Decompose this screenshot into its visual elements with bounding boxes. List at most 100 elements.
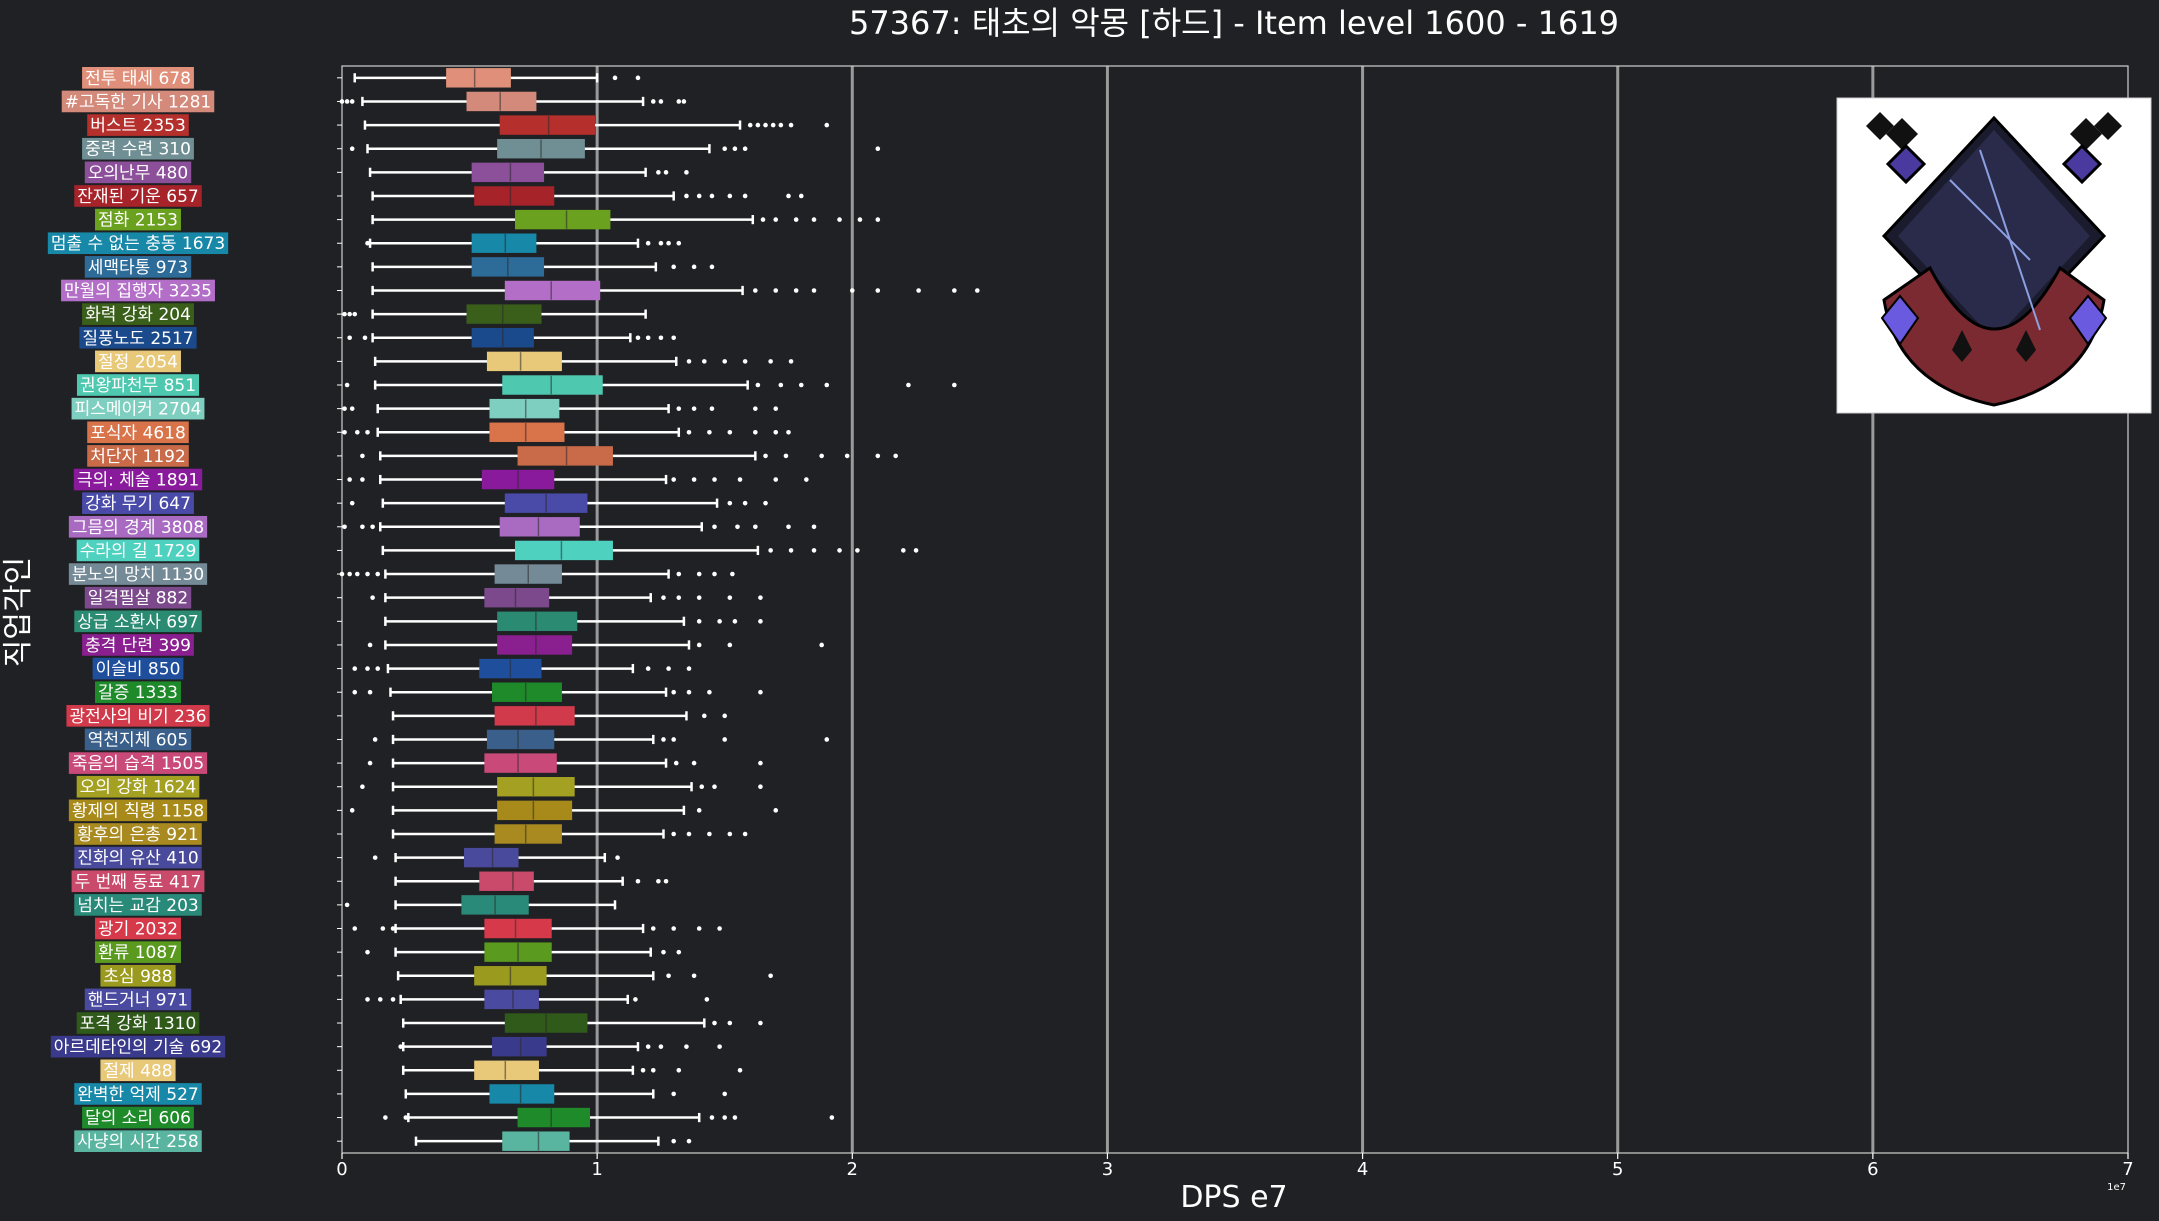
outlier-point bbox=[370, 524, 375, 530]
outlier-point bbox=[645, 1044, 651, 1049]
outlier-point bbox=[712, 1020, 717, 1026]
outlier-point bbox=[758, 784, 763, 790]
category-label-background bbox=[95, 917, 181, 940]
outlier-point bbox=[722, 713, 728, 719]
outlier-point bbox=[645, 240, 651, 246]
outlier-point bbox=[732, 146, 738, 152]
outlier-point bbox=[875, 146, 881, 152]
category-label-background bbox=[100, 964, 176, 987]
box bbox=[494, 706, 575, 726]
outlier-point bbox=[758, 760, 763, 766]
box bbox=[484, 753, 557, 773]
outlier-point bbox=[686, 359, 692, 364]
outlier-point bbox=[893, 453, 898, 459]
outlier-point bbox=[773, 406, 779, 411]
outlier-point bbox=[763, 500, 768, 506]
category-label-background bbox=[82, 67, 194, 89]
outlier-point bbox=[906, 382, 911, 388]
box bbox=[497, 635, 573, 655]
outlier-point bbox=[344, 99, 350, 104]
outlier-point bbox=[663, 170, 669, 175]
outlier-point bbox=[770, 122, 776, 128]
plot-frame bbox=[341, 65, 2129, 1154]
category-label-background bbox=[74, 1130, 202, 1152]
category-label-background bbox=[71, 870, 205, 893]
outlier-point bbox=[732, 619, 738, 624]
outlier-point bbox=[671, 1138, 676, 1144]
box bbox=[517, 446, 613, 466]
box bbox=[514, 209, 611, 230]
category-label-background bbox=[61, 279, 215, 302]
outlier-point bbox=[347, 477, 352, 482]
category-label: 점화 2153 bbox=[98, 211, 178, 231]
outlier-point bbox=[717, 619, 722, 624]
category-label: 강화 무기 647 bbox=[85, 494, 191, 514]
category-label-background bbox=[82, 303, 194, 325]
box bbox=[497, 611, 578, 632]
category-label-background bbox=[74, 846, 202, 869]
outlier-point bbox=[347, 571, 352, 577]
x-tick-label: 0 bbox=[336, 1159, 347, 1180]
outlier-point bbox=[349, 406, 355, 411]
category-label-background bbox=[84, 161, 192, 184]
outlier-point bbox=[342, 524, 347, 530]
box bbox=[494, 824, 562, 844]
category-label-background bbox=[100, 1059, 176, 1082]
box bbox=[474, 186, 555, 206]
outlier-point bbox=[686, 831, 692, 837]
outlier-point bbox=[390, 997, 396, 1002]
outlier-point bbox=[737, 1067, 743, 1073]
category-label: 광기 2032 bbox=[98, 920, 178, 940]
box bbox=[471, 162, 545, 183]
outlier-point bbox=[727, 429, 733, 435]
outlier-point bbox=[360, 477, 365, 482]
outlier-point bbox=[696, 619, 702, 624]
box bbox=[463, 847, 519, 868]
outlier-point bbox=[362, 335, 368, 341]
outlier-point bbox=[722, 737, 728, 742]
box bbox=[514, 540, 613, 561]
category-label-background bbox=[74, 894, 202, 916]
outlier-point bbox=[691, 477, 697, 482]
outlier-point bbox=[635, 75, 641, 81]
category-label: 오의난무 480 bbox=[88, 163, 188, 183]
outlier-point bbox=[811, 217, 817, 222]
outlier-point bbox=[717, 1044, 722, 1049]
outlier-point bbox=[671, 335, 676, 341]
outlier-point bbox=[824, 737, 830, 742]
category-label: 광전사의 비기 236 bbox=[69, 707, 206, 727]
outlier-point bbox=[691, 406, 697, 411]
outlier-point bbox=[742, 500, 748, 506]
outlier-point bbox=[793, 288, 799, 293]
box bbox=[486, 351, 562, 372]
outlier-point bbox=[786, 524, 791, 530]
outlier-point bbox=[824, 122, 830, 128]
outlier-point bbox=[349, 146, 355, 152]
box bbox=[466, 304, 542, 324]
outlier-point bbox=[727, 500, 733, 506]
outlier-point bbox=[666, 666, 671, 671]
x-axis-label: DPS e7 bbox=[1180, 1180, 1287, 1215]
outlier-point bbox=[372, 855, 378, 860]
category-label: 아르데타인의 기술 692 bbox=[54, 1038, 222, 1058]
outlier-point bbox=[783, 453, 789, 459]
x-tick-label: 6 bbox=[1867, 1159, 1878, 1180]
outlier-point bbox=[788, 359, 794, 364]
outlier-point bbox=[398, 1044, 403, 1049]
category-label-background bbox=[95, 941, 181, 963]
outlier-point bbox=[686, 1138, 692, 1144]
box bbox=[484, 587, 550, 608]
outlier-point bbox=[709, 406, 715, 411]
outlier-point bbox=[773, 429, 779, 435]
outlier-point bbox=[671, 926, 676, 931]
outlier-point bbox=[352, 926, 358, 931]
outlier-point bbox=[645, 666, 651, 671]
category-label: 두 번째 동료 417 bbox=[75, 872, 202, 892]
category-label-background bbox=[76, 775, 200, 798]
outlier-point bbox=[360, 524, 365, 530]
outlier-point bbox=[367, 642, 373, 648]
outlier-point bbox=[339, 571, 345, 577]
category-label: 세맥타통 973 bbox=[88, 258, 188, 278]
box bbox=[471, 233, 537, 253]
